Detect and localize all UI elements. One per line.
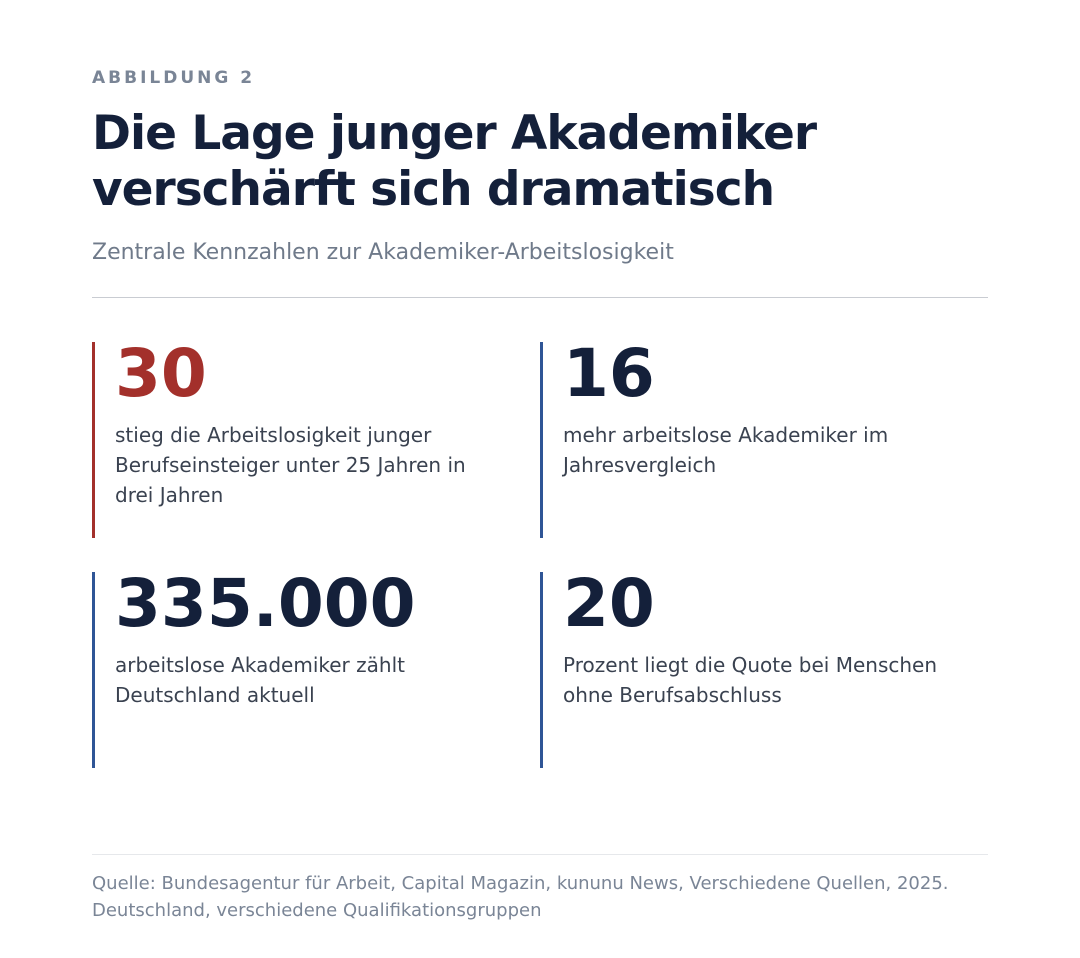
figure-subtitle: Zentrale Kennzahlen zur Akademiker-Arbei… [92, 240, 674, 265]
stat-value: 16 [563, 335, 655, 412]
header-divider [92, 297, 988, 298]
stat-value: 335.000 [115, 565, 416, 642]
stat-card-no-qualification-rate: 20 Prozent liegt die Quote bei Menschen … [540, 565, 960, 768]
stat-description: arbeitslose Akademiker zählt Deutschland… [115, 653, 405, 707]
figure-label: ABBILDUNG 2 [92, 68, 256, 88]
stat-card-unemployed-academics: 335.000 arbeitslose Akademiker zählt Deu… [92, 565, 512, 768]
stat-value: 30 [115, 335, 207, 412]
stat-card-youth-unemployment: 30 stieg die Arbeitslosigkeit junger Ber… [92, 335, 512, 538]
figure-title: Die Lage junger Akademiker verschärft si… [92, 106, 817, 217]
source-note: Quelle: Bundesagentur für Arbeit, Capita… [92, 873, 949, 921]
figure-card: ABBILDUNG 2 Die Lage junger Akademiker v… [92, 0, 988, 958]
stat-description: mehr arbeitslose Akademiker im Jahresver… [563, 423, 889, 477]
stat-card-year-comparison: 16 mehr arbeitslose Akademiker im Jahres… [540, 335, 960, 538]
stat-description: Prozent liegt die Quote bei Menschen ohn… [563, 653, 938, 707]
stat-description: stieg die Arbeitslosigkeit junger Berufs… [115, 423, 466, 507]
footer-divider [92, 854, 988, 855]
stat-value: 20 [563, 565, 655, 642]
